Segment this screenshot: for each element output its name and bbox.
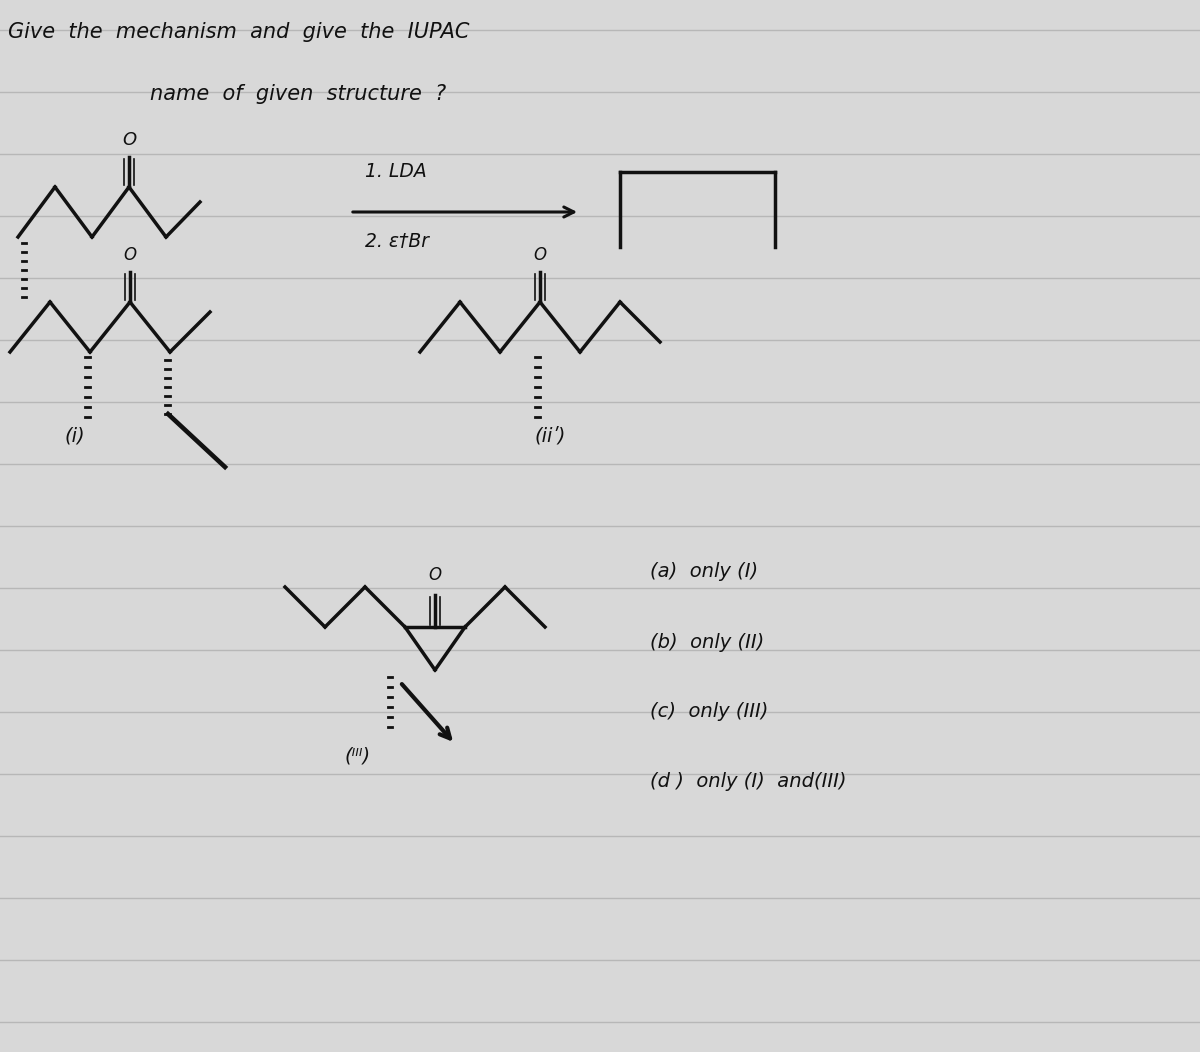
- Text: (ᴵᴵᴵ): (ᴵᴵᴵ): [344, 747, 371, 766]
- Text: O: O: [428, 566, 442, 584]
- Text: 2. ε†Br: 2. ε†Br: [365, 232, 430, 251]
- Text: (c)  only (III): (c) only (III): [650, 703, 768, 722]
- Text: (iiʹ): (iiʹ): [534, 427, 565, 446]
- Text: 1. LDA: 1. LDA: [365, 162, 427, 181]
- Text: O: O: [124, 246, 137, 264]
- Text: O: O: [122, 132, 136, 149]
- Text: O: O: [534, 246, 546, 264]
- Text: Give  the  mechanism  and  give  the  IUPAC: Give the mechanism and give the IUPAC: [8, 22, 469, 42]
- Text: (i): (i): [65, 427, 85, 446]
- Text: (a)  only (I): (a) only (I): [650, 563, 758, 582]
- Text: (b)  only (II): (b) only (II): [650, 632, 764, 651]
- Text: (d )  only (I)  and(III): (d ) only (I) and(III): [650, 772, 846, 791]
- Text: name  of  given  structure  ?: name of given structure ?: [150, 84, 446, 104]
